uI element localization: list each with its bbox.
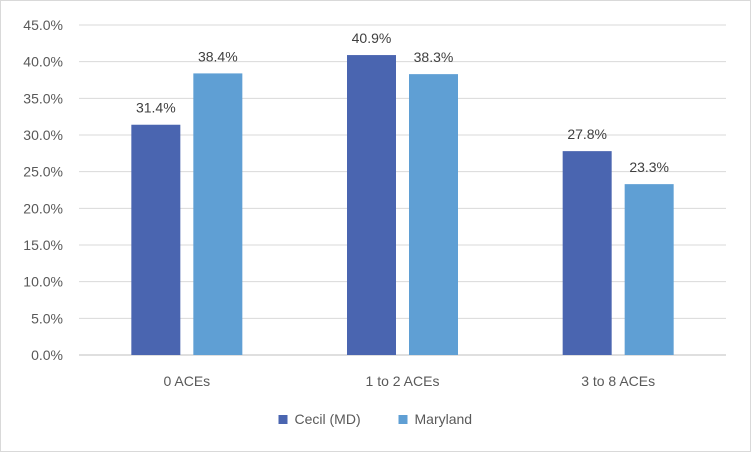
bar-cecil-md-1: [131, 124, 181, 355]
y-tick-label: 15.0%: [23, 237, 63, 253]
x-axis-ticks: 0 ACEs 1 to 2 ACEs 3 to 8 ACEs: [163, 373, 655, 389]
y-tick-label: 35.0%: [23, 90, 63, 106]
y-tick-label: 10.0%: [23, 274, 63, 290]
y-tick-label: 20.0%: [23, 200, 63, 216]
data-labels: 31.4% 38.4% 40.9% 38.3% 27.8% 23.3%: [136, 30, 669, 175]
legend-swatch: [278, 415, 288, 424]
x-tick-label: 0 ACEs: [163, 373, 210, 389]
data-label: 31.4%: [136, 100, 176, 116]
legend: Cecil (MD) Maryland: [278, 411, 473, 427]
y-tick-label: 30.0%: [23, 127, 63, 143]
data-label: 27.8%: [567, 126, 607, 142]
gridlines: [79, 24, 726, 356]
y-tick-label: 0.0%: [31, 347, 63, 363]
y-tick-label: 25.0%: [23, 164, 63, 180]
data-label: 40.9%: [352, 30, 392, 46]
data-label: 23.3%: [629, 159, 669, 175]
y-tick-label: 40.0%: [23, 54, 63, 70]
x-tick-label: 3 to 8 ACEs: [581, 373, 655, 389]
data-label: 38.4%: [198, 48, 238, 64]
y-axis-ticks: 0.0% 5.0% 10.0% 15.0% 20.0% 25.0% 30.0% 35.0% 40…: [23, 17, 63, 363]
bar-maryland-3: [624, 184, 674, 355]
x-tick-label: 1 to 2 ACEs: [366, 373, 440, 389]
legend-label: Cecil (MD): [295, 411, 361, 427]
y-tick-label: 5.0%: [31, 310, 63, 326]
bar-cecil-md-3: [562, 151, 612, 355]
data-label: 38.3%: [414, 49, 454, 65]
bar-cecil-md-2: [347, 55, 396, 356]
y-tick-label: 45.0%: [23, 17, 63, 33]
bar-maryland-2: [409, 74, 458, 355]
bar-maryland-1: [193, 73, 243, 356]
legend-label: Maryland: [415, 411, 473, 427]
bars: [131, 55, 674, 356]
legend-swatch: [398, 415, 408, 424]
